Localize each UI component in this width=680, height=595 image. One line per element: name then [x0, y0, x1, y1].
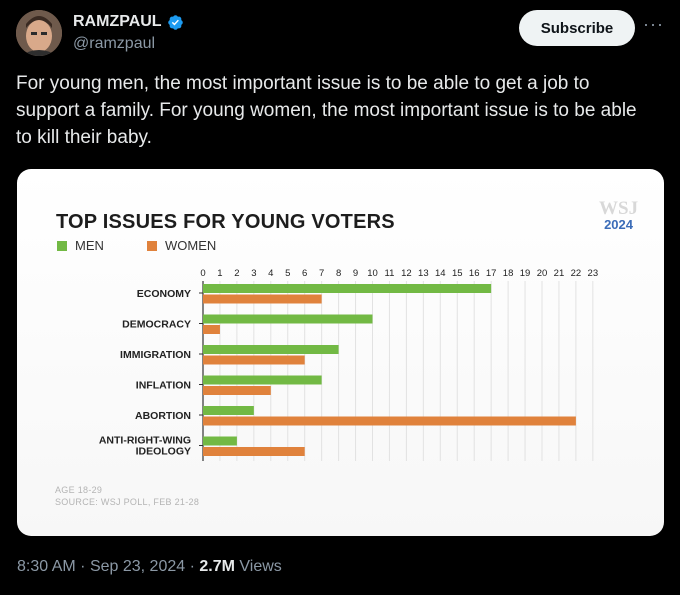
men-bar — [203, 314, 373, 324]
category-label: DEMOCRACY — [122, 319, 191, 331]
bar-chart: 0 1 2 3 4 5 6 7 8 9 10 11 12 13 14 15 16 17 18 19 20 21 22 23EC… — [99, 268, 599, 461]
tweet-media-image[interactable]: TOP ISSUES FOR YOUNG VOTERS MEN WOMEN WS… — [17, 169, 664, 536]
tweet-date[interactable]: Sep 23, 2024 — [89, 558, 186, 575]
legend-women-label: WOMEN — [165, 238, 217, 253]
women-bar — [203, 386, 271, 395]
x-tick-label: 9 — [353, 268, 358, 279]
x-tick-label: 13 — [418, 268, 429, 279]
x-tick-label: 23 — [588, 268, 599, 279]
verified-badge-icon — [167, 14, 183, 30]
author-name-row: RAMZPAUL — [73, 13, 184, 31]
wsj-logo-year: 2024 — [604, 217, 633, 232]
legend-men-label: MEN — [75, 238, 104, 253]
legend-men: MEN — [57, 238, 104, 253]
x-tick-label: 22 — [571, 268, 582, 279]
x-tick-label: 12 — [401, 268, 412, 279]
category-label: INFLATION — [136, 380, 191, 392]
x-tick-label: 6 — [302, 268, 307, 279]
wsj-2024-logo: WSJ 2024 — [599, 199, 638, 232]
category-label: IMMIGRATION — [120, 349, 191, 361]
category-label: ANTI-RIGHT-WING — [99, 435, 191, 447]
x-tick-label: 16 — [469, 268, 480, 279]
x-tick-label: 10 — [367, 268, 378, 279]
wsj-logo-text: WSJ — [599, 198, 639, 219]
tweet-text: For young men, the most important issue … — [16, 73, 637, 148]
men-bar — [203, 375, 322, 385]
meta-separator: · — [80, 558, 86, 575]
x-tick-label: 14 — [435, 268, 446, 279]
legend-women-swatch — [147, 240, 157, 251]
chart-title: TOP ISSUES FOR YOUNG VOTERS — [56, 211, 395, 233]
x-tick-label: 5 — [285, 268, 290, 279]
timestamp-row: 8:30 AM · Sep 23, 2024 · 2.7M Views — [17, 558, 282, 576]
x-tick-label: 11 — [385, 268, 395, 279]
legend-men-swatch — [57, 240, 67, 251]
x-tick-label: 8 — [336, 268, 341, 279]
category-label: ABORTION — [135, 410, 191, 422]
women-bar — [203, 294, 322, 304]
x-tick-label: 4 — [268, 268, 273, 279]
display-name[interactable]: RAMZPAUL — [73, 13, 162, 30]
x-tick-label: 19 — [520, 268, 531, 279]
legend-women: WOMEN — [147, 238, 216, 253]
more-options-icon[interactable]: ··· — [643, 14, 664, 34]
footnote-source: SOURCE: WSJ POLL, FEB 21-28 — [55, 497, 200, 507]
women-bar — [203, 416, 576, 426]
footnote-age: AGE 18-29 — [55, 485, 103, 495]
views-label: Views — [239, 558, 282, 575]
x-tick-label: 21 — [554, 268, 565, 279]
tweet-time[interactable]: 8:30 AM — [17, 558, 76, 575]
x-tick-label: 18 — [503, 268, 514, 279]
men-bar — [203, 406, 254, 415]
avatar-image — [16, 10, 62, 56]
women-bar — [203, 355, 305, 365]
views-count: 2.7M — [199, 558, 235, 575]
men-bar — [203, 436, 237, 446]
x-tick-label: 20 — [537, 268, 548, 279]
men-bar — [203, 284, 492, 293]
subscribe-button[interactable]: Subscribe — [519, 10, 635, 46]
author-handle[interactable]: @ramzpaul — [73, 35, 156, 52]
x-tick-label: 0 — [200, 268, 205, 279]
category-label: IDEOLOGY — [136, 446, 191, 458]
women-bar — [203, 447, 305, 456]
men-bar — [203, 345, 339, 354]
x-tick-label: 7 — [319, 268, 324, 279]
x-tick-label: 15 — [452, 268, 463, 279]
women-bar — [203, 325, 220, 334]
x-tick-label: 3 — [251, 268, 256, 279]
avatar[interactable] — [16, 10, 62, 56]
x-tick-label: 17 — [486, 268, 497, 279]
meta-separator: · — [189, 558, 195, 575]
category-label: ECONOMY — [137, 288, 191, 300]
x-tick-label: 1 — [217, 268, 222, 279]
x-tick-label: 2 — [234, 268, 239, 279]
